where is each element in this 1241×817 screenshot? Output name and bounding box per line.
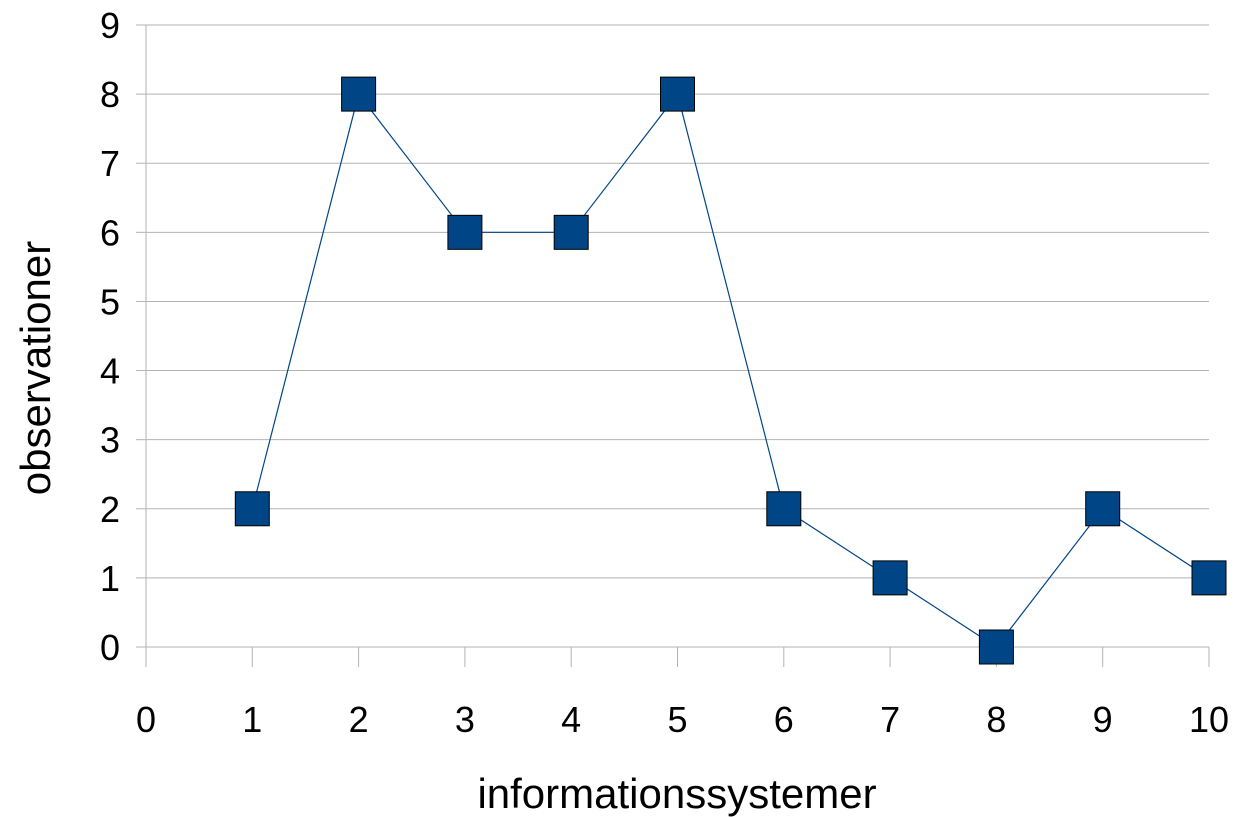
y-tick-label: 7 (100, 143, 120, 184)
x-tick-label: 0 (136, 699, 156, 740)
y-tick-label: 0 (100, 627, 120, 668)
data-point-marker (872, 560, 908, 596)
y-tick-label: 9 (100, 5, 120, 46)
y-tick-label: 2 (100, 489, 120, 530)
y-tick-label: 4 (100, 351, 120, 392)
x-tick-label: 9 (1093, 699, 1113, 740)
x-tick-label: 7 (880, 699, 900, 740)
x-tick-label: 5 (667, 699, 687, 740)
series-line-path (251, 92, 1210, 648)
data-markers (234, 76, 1227, 665)
y-tick-label: 1 (100, 558, 120, 599)
y-axis-title: observationer (12, 241, 59, 495)
x-tick-label: 8 (986, 699, 1006, 740)
x-tick-label: 4 (561, 699, 581, 740)
x-tick-label: 1 (242, 699, 262, 740)
x-tick-labels: 0 1 2 3 4 5 6 7 8 9 10 (136, 699, 1229, 740)
x-tick-label: 6 (774, 699, 794, 740)
y-tick-label: 5 (100, 281, 120, 322)
x-tick-label: 3 (455, 699, 475, 740)
data-point-marker (660, 76, 695, 112)
data-point-marker (553, 214, 589, 250)
axes (136, 24, 1210, 667)
data-point-marker (341, 76, 377, 112)
data-point-marker (447, 214, 483, 250)
data-point-marker (766, 491, 802, 527)
x-tick-label: 2 (349, 699, 369, 740)
y-tick-label: 8 (100, 74, 120, 115)
x-tick-label: 10 (1189, 699, 1229, 740)
data-point-marker (1191, 560, 1227, 596)
x-axis-title: informationssystemer (477, 770, 876, 817)
series-line (251, 92, 1210, 648)
data-point-marker (234, 491, 270, 527)
y-tick-label: 6 (100, 212, 120, 253)
data-point-marker (978, 629, 1014, 665)
y-tick-label: 3 (100, 420, 120, 461)
y-tick-labels: 0 1 2 3 4 5 6 7 8 9 (100, 5, 120, 668)
data-point-marker (1085, 491, 1121, 527)
